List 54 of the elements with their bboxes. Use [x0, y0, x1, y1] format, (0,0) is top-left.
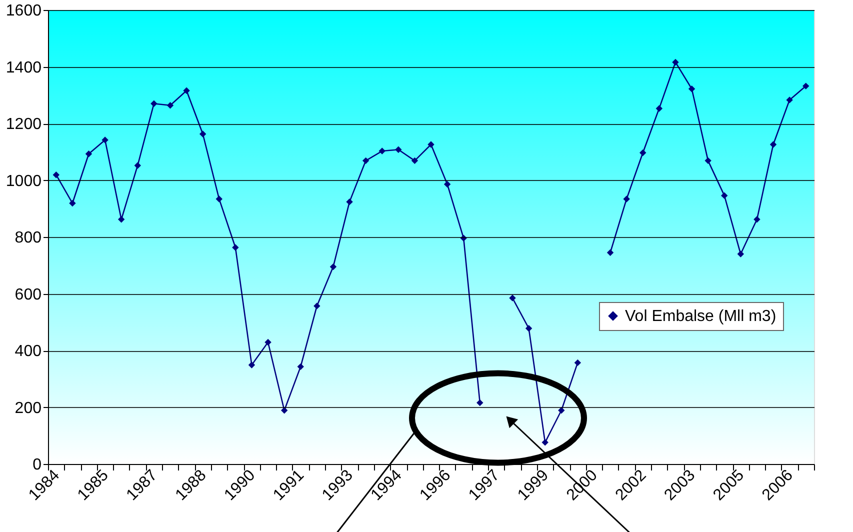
y-tick-label: 800 — [14, 230, 42, 246]
point — [199, 130, 206, 138]
point — [737, 250, 744, 258]
point — [672, 58, 679, 66]
point — [542, 439, 548, 446]
point — [150, 100, 158, 107]
point — [606, 249, 614, 256]
point — [166, 102, 174, 109]
point — [362, 157, 370, 164]
point — [346, 198, 353, 206]
y-tick-label: 200 — [14, 400, 42, 417]
point — [395, 146, 402, 153]
y-tick-label: 0 — [32, 456, 42, 474]
point — [558, 407, 565, 414]
point — [509, 294, 516, 302]
point — [476, 399, 484, 406]
point — [688, 86, 696, 92]
y-tick-label: 600 — [14, 286, 42, 304]
point — [704, 157, 712, 164]
y-tick-label: 1000 — [6, 172, 42, 190]
point — [640, 149, 646, 156]
point — [280, 407, 288, 414]
point — [802, 82, 810, 90]
y-tick-label: 1200 — [6, 116, 42, 133]
point — [770, 141, 777, 148]
point — [297, 363, 304, 370]
legend-label: Vol Embalse (Mll m3) — [625, 308, 776, 325]
point — [183, 87, 190, 94]
point — [264, 338, 272, 346]
point — [656, 105, 663, 112]
point — [411, 157, 418, 164]
point — [623, 196, 630, 202]
point — [428, 141, 434, 148]
point — [444, 180, 451, 188]
point — [330, 263, 337, 270]
point — [69, 200, 76, 207]
point — [754, 216, 760, 223]
point — [314, 302, 320, 310]
y-tick-label: 1400 — [6, 59, 42, 76]
point — [216, 196, 222, 202]
y-tick-label: 400 — [14, 343, 42, 360]
y-tick-label: 1600 — [6, 2, 42, 20]
point — [134, 162, 141, 169]
point — [525, 325, 532, 332]
point — [721, 192, 728, 199]
point — [786, 96, 793, 104]
point — [52, 172, 60, 178]
point — [378, 148, 386, 154]
point — [248, 362, 256, 368]
point — [232, 244, 239, 251]
point — [85, 150, 92, 158]
point — [118, 216, 125, 223]
point — [102, 136, 108, 144]
point — [574, 359, 582, 366]
